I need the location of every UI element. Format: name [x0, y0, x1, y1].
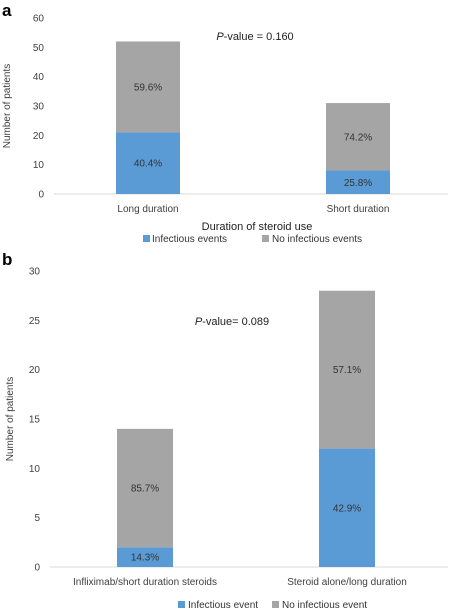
p-value-text: -value = 0.160	[224, 31, 294, 43]
panel-letter: a	[2, 1, 12, 20]
p-value-italic: P	[216, 31, 224, 43]
y-tick-label: 20	[29, 365, 41, 376]
y-tick-label: 30	[29, 267, 41, 278]
x-tick-label: Infliximab/short duration steroids	[73, 577, 217, 588]
data-label: 57.1%	[333, 365, 361, 376]
x-tick-label: Long duration	[117, 204, 178, 215]
y-tick-label: 20	[33, 131, 45, 142]
p-value-text: -value= 0.089	[202, 316, 269, 328]
x-axis-title: Duration of steroid use	[202, 221, 313, 233]
y-tick-label: 0	[34, 563, 40, 574]
y-tick-label: 10	[33, 160, 45, 171]
panel-b: b 0 5 10 15 20 25 30 Number of patients 14.3% 85.7…	[2, 250, 448, 611]
legend-swatch	[178, 601, 185, 608]
legend-swatch	[272, 601, 279, 608]
legend-label: Infectious events	[152, 234, 227, 245]
legend-swatch	[143, 235, 150, 242]
y-tick-label: 60	[33, 14, 45, 25]
legend-swatch	[262, 235, 269, 242]
bar-segment	[117, 428, 173, 548]
y-tick-label: 30	[33, 102, 45, 113]
data-label: 59.6%	[134, 82, 162, 93]
bar-segment	[326, 103, 390, 171]
p-value-italic: P	[195, 316, 203, 328]
data-label: 74.2%	[344, 132, 372, 143]
y-axis-title: Number of patients	[5, 377, 16, 462]
panel-a: a 0 10 20 30 40 50 60 Number of patients 40.4% 59.…	[2, 1, 448, 245]
bar-segment	[116, 132, 180, 194]
y-tick-label: 0	[38, 190, 44, 201]
y-tick-label: 5	[34, 513, 40, 524]
bar-segment	[326, 170, 390, 194]
y-tick-label: 10	[29, 464, 41, 475]
data-label: 42.9%	[333, 503, 361, 514]
legend-label: No infectious events	[272, 234, 362, 245]
p-value-annotation: P-value = 0.160	[216, 31, 293, 43]
data-label: 14.3%	[131, 553, 159, 564]
x-tick-label: Short duration	[327, 204, 390, 215]
data-label: 25.8%	[344, 178, 372, 189]
legend-label: No infectious event	[282, 600, 367, 611]
bar-segment	[319, 290, 375, 449]
y-tick-label: 25	[29, 316, 41, 327]
p-value-annotation: P-value= 0.089	[195, 316, 269, 328]
x-tick-label: Steroid alone/long duration	[287, 577, 407, 588]
y-tick-label: 50	[33, 43, 45, 54]
bar-segment	[319, 448, 375, 567]
y-axis-title: Number of patients	[2, 64, 13, 149]
y-tick-label: 40	[33, 72, 45, 83]
bar-segment	[117, 547, 173, 567]
legend-label: Infectious event	[188, 600, 258, 611]
y-tick-label: 15	[29, 415, 41, 426]
panel-letter: b	[2, 250, 12, 269]
data-label: 85.7%	[131, 484, 159, 495]
bar-segment	[116, 41, 180, 133]
data-label: 40.4%	[134, 159, 162, 170]
